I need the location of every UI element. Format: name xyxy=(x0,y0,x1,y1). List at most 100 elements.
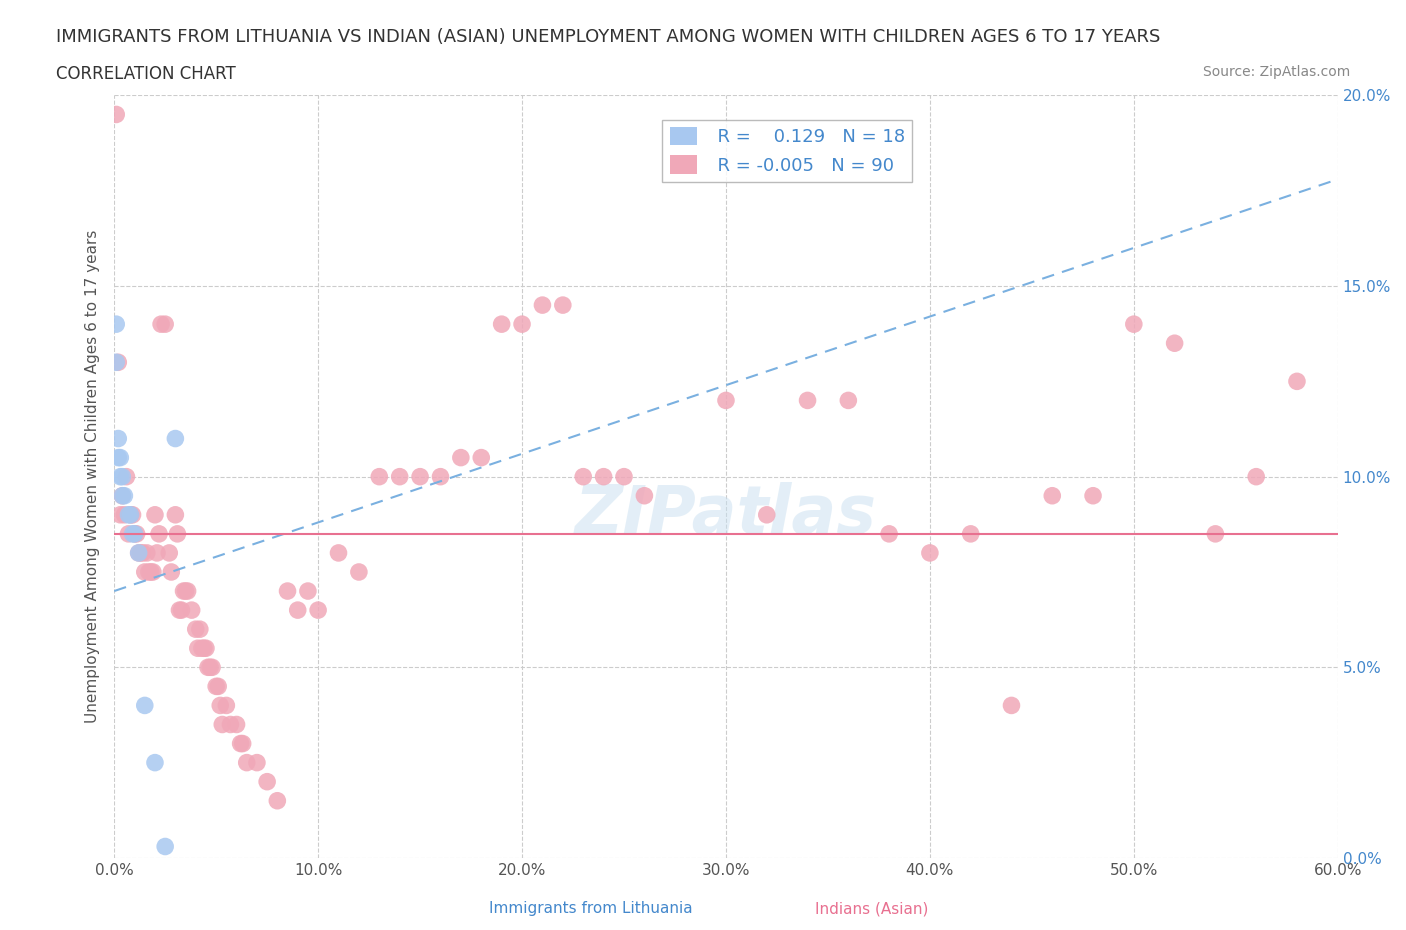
Point xyxy=(111,488,134,503)
Point xyxy=(193,641,215,656)
Point xyxy=(613,470,636,485)
Point xyxy=(165,432,187,446)
Point xyxy=(128,546,150,561)
Point xyxy=(120,508,142,523)
Point xyxy=(157,546,180,561)
Point xyxy=(205,679,228,694)
Point xyxy=(121,526,143,541)
Point xyxy=(209,698,232,713)
Point xyxy=(139,565,162,579)
Point xyxy=(409,470,432,485)
Point xyxy=(572,470,595,485)
Point xyxy=(169,603,191,618)
Text: Source: ZipAtlas.com: Source: ZipAtlas.com xyxy=(1202,65,1350,79)
Point xyxy=(211,717,233,732)
Point xyxy=(491,317,513,332)
Point xyxy=(125,526,148,541)
Point xyxy=(347,565,370,579)
Point xyxy=(153,317,176,332)
Point xyxy=(1122,317,1144,332)
Point xyxy=(165,508,187,523)
Point xyxy=(918,546,941,561)
Point xyxy=(107,355,129,370)
Point xyxy=(132,546,155,561)
Point xyxy=(117,526,139,541)
Point xyxy=(146,546,169,561)
Point xyxy=(235,755,257,770)
Point xyxy=(328,546,350,561)
Point xyxy=(1000,698,1022,713)
Point xyxy=(277,584,299,599)
Point xyxy=(297,584,319,599)
Point xyxy=(184,622,207,637)
Point xyxy=(105,107,128,122)
Point xyxy=(107,450,129,465)
Point xyxy=(1204,526,1226,541)
Point xyxy=(592,470,614,485)
Point xyxy=(107,432,129,446)
Point xyxy=(229,737,252,751)
Point xyxy=(117,508,139,523)
Point xyxy=(225,717,247,732)
Point xyxy=(198,660,221,675)
Point xyxy=(111,470,134,485)
Point xyxy=(219,717,242,732)
Legend:   R =    0.129   N = 18,   R = -0.005   N = 90: R = 0.129 N = 18, R = -0.005 N = 90 xyxy=(662,120,912,182)
Point xyxy=(124,526,146,541)
Point xyxy=(138,565,160,579)
Point xyxy=(160,565,183,579)
Point xyxy=(232,737,254,751)
Point xyxy=(121,508,143,523)
Point xyxy=(124,526,146,541)
Point xyxy=(143,755,166,770)
Point xyxy=(142,565,165,579)
Point xyxy=(134,698,156,713)
Point xyxy=(531,298,554,312)
Point xyxy=(266,793,288,808)
Point xyxy=(201,660,224,675)
Point xyxy=(1040,488,1063,503)
Text: Indians (Asian): Indians (Asian) xyxy=(815,901,928,916)
Point xyxy=(143,508,166,523)
Point xyxy=(246,755,269,770)
Point xyxy=(134,565,156,579)
Point xyxy=(105,355,128,370)
Point xyxy=(180,603,202,618)
Point xyxy=(173,584,195,599)
Point xyxy=(714,393,737,408)
Point xyxy=(148,526,170,541)
Point xyxy=(837,393,859,408)
Point xyxy=(128,546,150,561)
Point xyxy=(551,298,574,312)
Point xyxy=(1081,488,1104,503)
Point xyxy=(129,546,152,561)
Point xyxy=(174,584,197,599)
Point xyxy=(150,317,173,332)
Y-axis label: Unemployment Among Women with Children Ages 6 to 17 years: Unemployment Among Women with Children A… xyxy=(86,230,100,724)
Point xyxy=(755,508,778,523)
Point xyxy=(633,488,655,503)
Point xyxy=(176,584,198,599)
Text: Immigrants from Lithuania: Immigrants from Lithuania xyxy=(489,901,692,916)
Point xyxy=(110,450,132,465)
Point xyxy=(191,641,214,656)
Point xyxy=(368,470,391,485)
Point xyxy=(105,317,128,332)
Point xyxy=(287,603,309,618)
Point xyxy=(170,603,193,618)
Point xyxy=(110,508,132,523)
Point xyxy=(115,470,138,485)
Point xyxy=(166,526,188,541)
Point xyxy=(450,450,472,465)
Point xyxy=(510,317,533,332)
Text: IMMIGRANTS FROM LITHUANIA VS INDIAN (ASIAN) UNEMPLOYMENT AMONG WOMEN WITH CHILDR: IMMIGRANTS FROM LITHUANIA VS INDIAN (ASI… xyxy=(56,28,1160,46)
Point xyxy=(215,698,238,713)
Point xyxy=(470,450,492,465)
Point xyxy=(194,641,217,656)
Point xyxy=(1285,374,1308,389)
Point xyxy=(207,679,229,694)
Point xyxy=(197,660,219,675)
Point xyxy=(388,470,411,485)
Point xyxy=(256,775,278,790)
Point xyxy=(959,526,981,541)
